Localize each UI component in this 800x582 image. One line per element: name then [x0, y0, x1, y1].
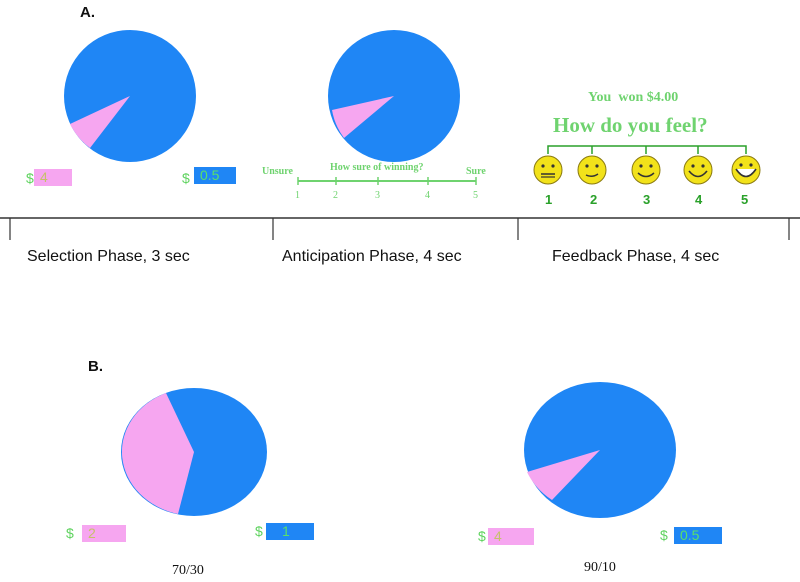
rating-option-4: 4	[425, 190, 430, 201]
feedback-question: How do you feel?	[553, 113, 708, 137]
rating-scale-line	[297, 177, 477, 185]
slight-smile-face-icon	[577, 155, 607, 185]
phase-feedback-label: Feedback Phase, 4 sec	[552, 248, 720, 265]
panel-b-label: B.	[88, 358, 103, 375]
left-blue-amount-box: 1	[266, 523, 314, 540]
left-blue-dollar: $	[255, 523, 263, 539]
timeline-axis	[0, 217, 800, 240]
selection-pink-dollar: $	[26, 170, 34, 186]
anticipation-pie-chart	[328, 30, 460, 162]
left-pink-amount-box: 2	[82, 525, 126, 542]
right-ratio-label: 90/10	[584, 560, 616, 575]
feeling-option-1: 1	[545, 192, 553, 207]
pie-pink-slice	[70, 96, 130, 148]
rating-option-2: 2	[333, 190, 338, 201]
selection-blue-amount-box: 0.5	[194, 167, 236, 184]
rating-unsure-label: Unsure	[262, 166, 293, 177]
selection-blue-dollar: $	[182, 170, 190, 186]
pie-70-30-chart	[121, 388, 267, 516]
panel-a-label: A.	[80, 4, 95, 21]
phase-anticipation-label: Anticipation Phase, 4 sec	[282, 248, 462, 265]
pie-90-10-chart	[524, 382, 676, 518]
feedback-face-scale	[533, 145, 761, 185]
pie-pink-slice	[121, 393, 194, 514]
very-happy-face-icon	[731, 155, 761, 185]
rating-option-5: 5	[473, 190, 478, 201]
feeling-option-2: 2	[590, 192, 598, 207]
rating-question: How sure of winning?	[330, 162, 424, 173]
smile-face-icon	[631, 155, 661, 185]
right-blue-amount-box: 0.5	[674, 527, 722, 544]
right-pink-dollar: $	[478, 528, 486, 544]
neutral-face-icon	[533, 155, 563, 185]
happy-face-icon	[683, 155, 713, 185]
right-pink-amount-box: 4	[488, 528, 534, 545]
left-ratio-label: 70/30	[172, 563, 204, 578]
feeling-option-5: 5	[741, 192, 749, 207]
pie-pink-slice	[332, 96, 394, 138]
pie-pink-slice	[527, 450, 600, 500]
selection-pie-chart	[64, 30, 196, 162]
left-pink-dollar: $	[66, 525, 74, 541]
right-blue-dollar: $	[660, 527, 668, 543]
rating-option-1: 1	[295, 190, 300, 201]
feeling-option-3: 3	[643, 192, 651, 207]
feedback-result-text: You won $4.00	[588, 90, 679, 105]
selection-pink-amount-box: 4	[34, 169, 72, 186]
phase-selection-label: Selection Phase, 3 sec	[27, 248, 190, 265]
rating-option-3: 3	[375, 190, 380, 201]
rating-sure-label: Sure	[466, 166, 486, 177]
feeling-option-4: 4	[695, 192, 703, 207]
